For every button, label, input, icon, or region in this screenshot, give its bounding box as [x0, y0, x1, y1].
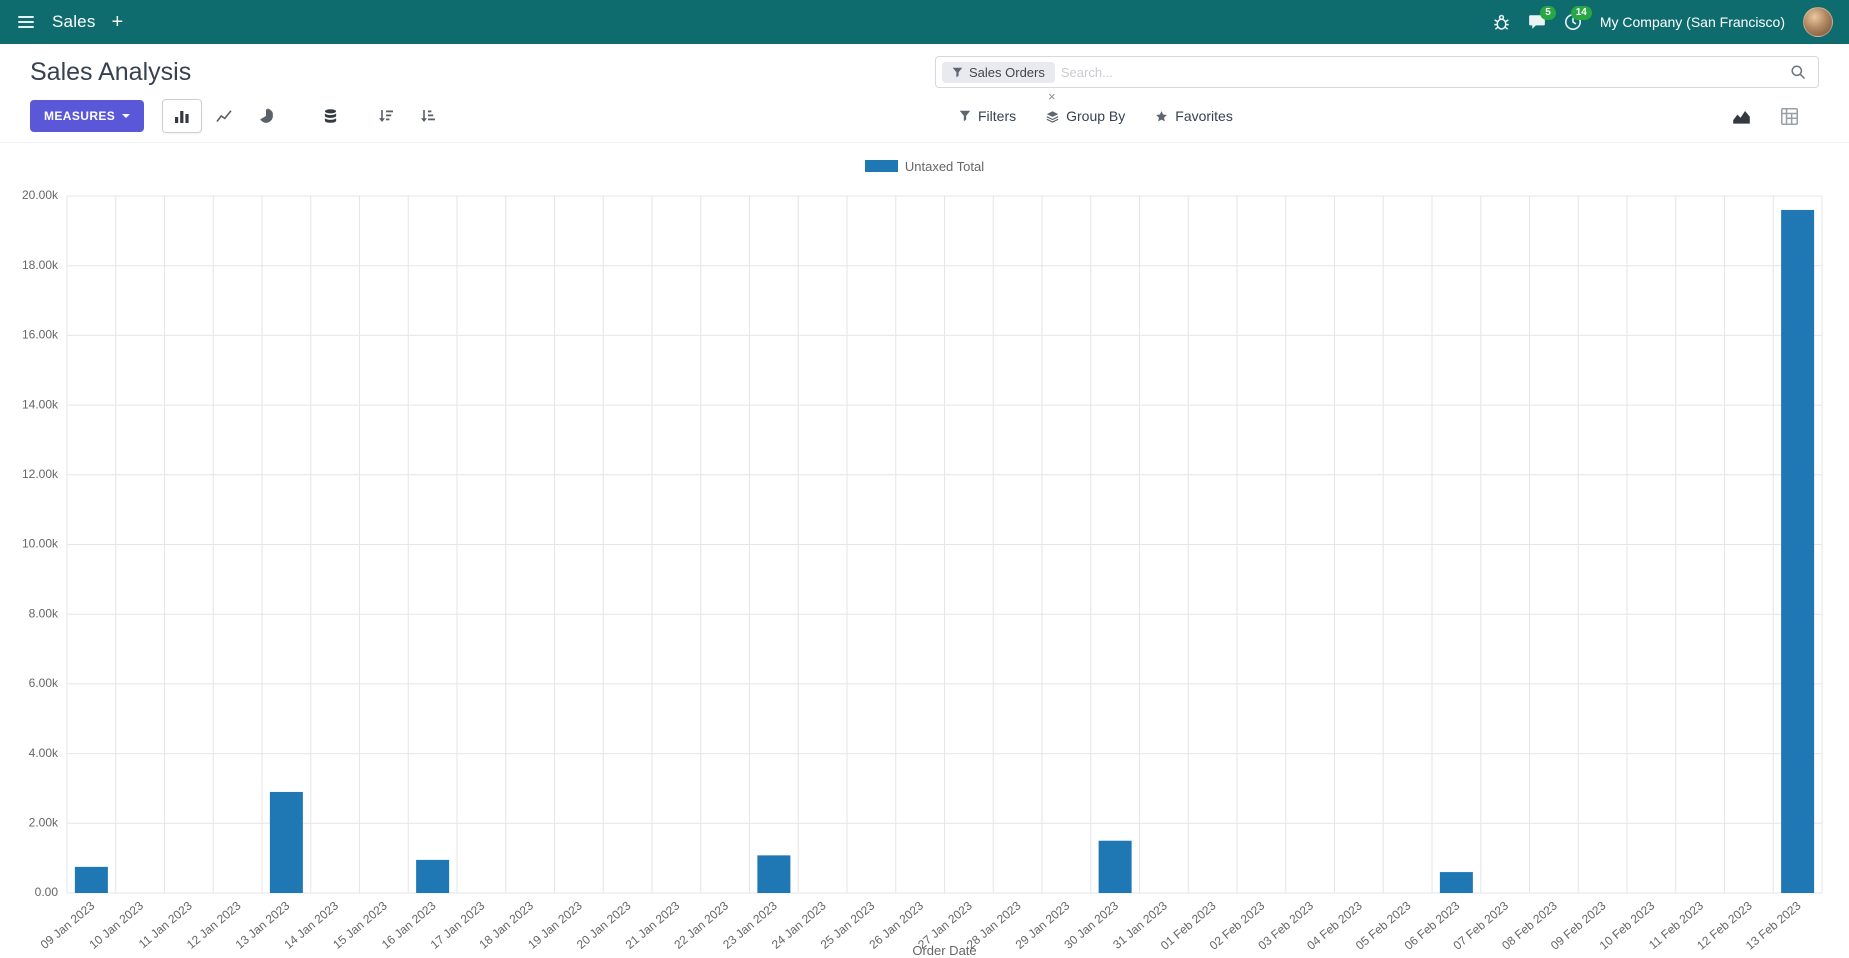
bar-chart-button[interactable]: [162, 99, 203, 133]
favorites-button[interactable]: Favorites: [1155, 108, 1233, 124]
messages-badge: 5: [1540, 6, 1556, 20]
y-tick-label: 14.00k: [22, 397, 59, 411]
stacked-toggle-button[interactable]: [310, 99, 350, 133]
y-tick-label: 0.00: [35, 885, 59, 899]
search-facet-label: Sales Orders: [969, 64, 1045, 80]
filter-icon: [952, 67, 963, 77]
bar-chart[interactable]: 0.00 2.00k 4.00k 6.00k 8.00k 10.00k 12.00k 14.0…: [0, 177, 1849, 958]
area-chart-icon: [1733, 110, 1750, 124]
legend-label: Untaxed Total: [904, 158, 985, 174]
search-input[interactable]: [1060, 64, 1778, 80]
control-panel: Sales Analysis Sales Orders × MEASURES: [0, 44, 1849, 143]
activities-icon[interactable]: 14: [1564, 6, 1592, 31]
measures-label: MEASURES: [44, 109, 116, 123]
y-tick-label: 12.00k: [22, 467, 59, 481]
chart-type-switcher: [162, 99, 448, 133]
y-tick-label: 8.00k: [29, 606, 59, 620]
star-icon: [1156, 110, 1168, 121]
y-tick-label: 6.00k: [29, 676, 59, 690]
y-tick-label: 20.00k: [22, 188, 59, 202]
search-facet[interactable]: Sales Orders: [942, 61, 1055, 83]
bar[interactable]: [74, 866, 108, 893]
search-bar[interactable]: Sales Orders ×: [935, 56, 1819, 103]
apps-menu-icon[interactable]: [16, 12, 36, 32]
x-tick-label: 10 Jan 2023: [86, 898, 146, 951]
new-tab-button[interactable]: +: [111, 11, 124, 33]
view-switcher: [1731, 107, 1833, 126]
group-by-button[interactable]: Group By: [1046, 108, 1125, 124]
app-name[interactable]: Sales: [52, 12, 96, 31]
y-tick-label: 2.00k: [29, 815, 59, 829]
pivot-view-button[interactable]: [1780, 107, 1799, 126]
user-avatar[interactable]: [1803, 7, 1833, 37]
bar[interactable]: [1098, 840, 1132, 893]
filters-button[interactable]: Filters: [959, 108, 1016, 124]
page-title: Sales Analysis: [30, 57, 192, 86]
graph-view: Untaxed Total 0.00 2.00k 4.00k 6.00k 8.00k 10…: [0, 143, 1849, 958]
chart-legend[interactable]: Untaxed Total: [0, 143, 1849, 177]
legend-swatch: [864, 160, 898, 172]
sort-descending-button[interactable]: [366, 99, 406, 133]
bar[interactable]: [416, 859, 450, 893]
bar[interactable]: [1781, 209, 1815, 893]
search-options: Filters Group By Favorites: [959, 108, 1233, 124]
sort-ascending-icon: [421, 110, 436, 122]
y-tick-label: 10.00k: [22, 537, 59, 551]
y-tick-label: 16.00k: [22, 328, 59, 342]
y-tick-label: 4.00k: [29, 746, 59, 760]
group-by-label: Group By: [1066, 108, 1126, 124]
activities-badge: 14: [1570, 6, 1592, 20]
debug-icon[interactable]: [1493, 14, 1510, 31]
systray: 5 14 My Company (San Francisco): [1493, 6, 1833, 37]
x-axis-title: Order Date: [912, 943, 976, 958]
messages-icon[interactable]: 5: [1528, 6, 1556, 31]
company-switcher[interactable]: My Company (San Francisco): [1599, 14, 1785, 30]
sort-descending-icon: [379, 110, 394, 122]
pivot-table-icon: [1781, 107, 1798, 125]
y-tick-label: 18.00k: [22, 258, 59, 272]
filters-label: Filters: [978, 108, 1017, 124]
pie-chart-icon: [260, 108, 274, 123]
bar[interactable]: [269, 791, 303, 893]
bar[interactable]: [1439, 872, 1473, 893]
bar-chart-icon: [175, 111, 189, 123]
sort-ascending-button[interactable]: [408, 99, 448, 133]
measures-button[interactable]: MEASURES: [30, 100, 145, 132]
top-navbar: Sales + 5 14 My Company (San Francisco): [0, 0, 1849, 44]
graph-view-button[interactable]: [1731, 107, 1752, 126]
caret-down-icon: [122, 114, 131, 118]
filter-icon: [959, 110, 971, 122]
search-icon[interactable]: [1778, 64, 1818, 80]
bar[interactable]: [757, 855, 791, 893]
line-chart-icon: [216, 110, 232, 122]
facet-remove-icon[interactable]: ×: [1048, 89, 1056, 104]
layers-icon: [1046, 110, 1059, 123]
favorites-label: Favorites: [1175, 108, 1233, 124]
line-chart-button[interactable]: [204, 99, 244, 133]
pie-chart-button[interactable]: [246, 99, 286, 133]
stacked-icon: [324, 109, 336, 123]
